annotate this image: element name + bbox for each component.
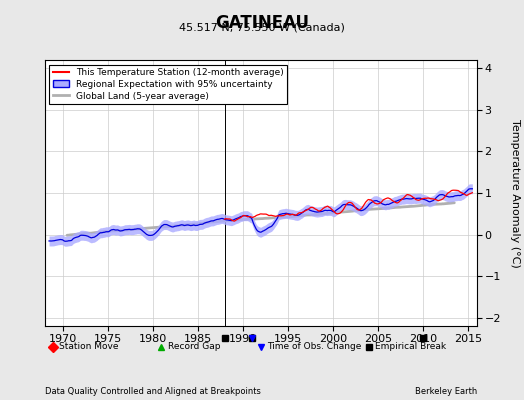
Text: Data Quality Controlled and Aligned at Breakpoints: Data Quality Controlled and Aligned at B… <box>45 387 260 396</box>
Text: Station Move: Station Move <box>60 342 119 351</box>
Text: GATINEAU: GATINEAU <box>215 14 309 32</box>
Text: Berkeley Earth: Berkeley Earth <box>414 387 477 396</box>
Text: Time of Obs. Change: Time of Obs. Change <box>267 342 362 351</box>
Text: Empirical Break: Empirical Break <box>375 342 446 351</box>
Text: Record Gap: Record Gap <box>168 342 220 351</box>
Text: 45.517 N, 75.550 W (Canada): 45.517 N, 75.550 W (Canada) <box>179 22 345 32</box>
Legend: This Temperature Station (12-month average), Regional Expectation with 95% uncer: This Temperature Station (12-month avera… <box>49 64 288 104</box>
Y-axis label: Temperature Anomaly (°C): Temperature Anomaly (°C) <box>510 119 520 267</box>
